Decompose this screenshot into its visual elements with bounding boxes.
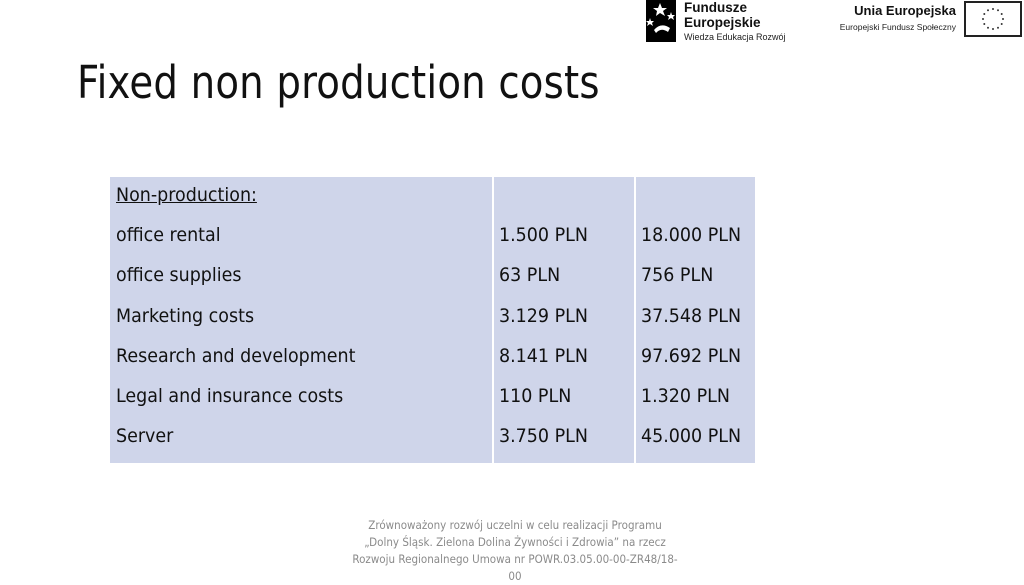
table-cell-item: Server (116, 425, 174, 448)
logo-text-unia: Unia Europejska (854, 3, 956, 18)
table-cell-yearly: 1.320 PLN (641, 384, 730, 407)
table-cell-item: office rental (116, 224, 221, 247)
table-cell-item: Research and development (116, 344, 356, 367)
table-cell-item: office supplies (116, 264, 242, 287)
table-cell-monthly: 63 PLN (499, 264, 561, 287)
table-cell-item: Marketing costs (116, 304, 255, 327)
fundusze-europejskie-emblem-icon (646, 0, 676, 42)
table-cell-empty (499, 181, 623, 221)
slide-title: Fixed non production costs (77, 56, 600, 109)
logo-text-tagline: Wiedza Edukacja Rozwój (684, 32, 786, 42)
table-cell-yearly: 45.000 PLN (641, 425, 742, 448)
logo-text-efs: Europejski Fundusz Społeczny (839, 22, 956, 32)
table-cell-item: Legal and insurance costs (116, 384, 344, 407)
table-cell-monthly: 8.141 PLN (499, 344, 588, 367)
table-cell-monthly: 110 PLN (499, 384, 572, 407)
footer-line: „Dolny Śląsk. Zielona Dolina Żywności i … (364, 535, 666, 549)
table-cell-empty (641, 181, 746, 221)
table-column-monthly: 1.500 PLN 63 PLN 3.129 PLN 8.141 PLN 110… (494, 177, 634, 463)
footer-line: Zrównoważony rozwój uczelni w celu reali… (368, 518, 662, 532)
table-column-yearly: 18.000 PLN 756 PLN 37.548 PLN 97.692 PLN… (636, 177, 755, 463)
table-cell-monthly: 3.750 PLN (499, 425, 588, 448)
table-cell-yearly: 37.548 PLN (641, 304, 742, 327)
table-header-non-production: Non-production: (116, 184, 257, 206)
footer-line: Rozwoju Regionalnego Umowa nr POWR.03.05… (352, 552, 678, 566)
table-cell-monthly: 3.129 PLN (499, 304, 588, 327)
table-cell-yearly: 18.000 PLN (641, 224, 742, 247)
logo-text-europejskie: Europejskie (684, 14, 761, 30)
unia-europejska-logo: Unia Europejska Europejski Fundusz Społe… (826, 4, 956, 32)
cost-table: Non-production: office rental office sup… (110, 177, 755, 463)
table-cell-yearly: 756 PLN (641, 264, 714, 287)
fundusze-europejskie-logo: Fundusze Europejskie Wiedza Edukacja Roz… (646, 0, 796, 44)
table-cell-yearly: 97.692 PLN (641, 344, 742, 367)
table-column-item: Non-production: office rental office sup… (110, 177, 492, 463)
footer-line: 00 (508, 569, 522, 583)
table-cell-monthly: 1.500 PLN (499, 224, 588, 247)
eu-flag-icon (964, 1, 1022, 37)
logo-text-fundusze: Fundusze (684, 0, 747, 15)
funding-footer: Zrównoważony rozwój uczelni w celu reali… (330, 517, 700, 585)
